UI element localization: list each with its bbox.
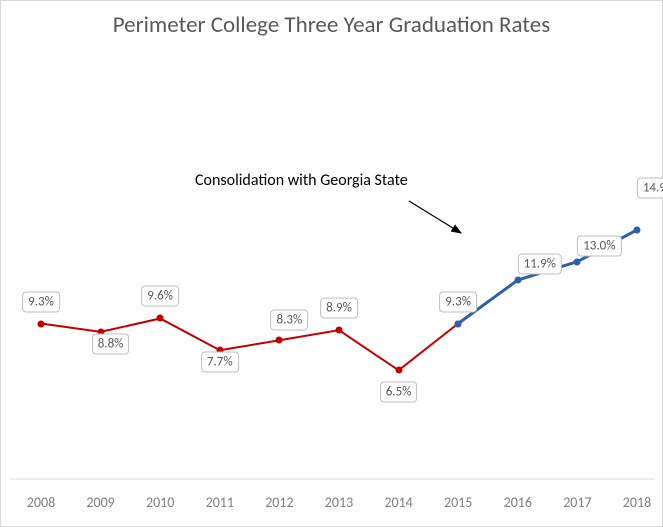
data-label: 7.7% — [201, 352, 239, 373]
x-axis-label: 2008 — [27, 494, 55, 511]
x-axis-label: 2009 — [86, 494, 114, 511]
data-marker — [634, 226, 641, 233]
chart-svg — [1, 1, 663, 527]
x-axis-label: 2017 — [563, 494, 591, 511]
data-label: 9.3% — [439, 291, 477, 312]
data-label: 8.9% — [320, 298, 358, 319]
data-label: 8.8% — [92, 333, 130, 354]
chart-title: Perimeter College Three Year Graduation … — [1, 11, 662, 39]
x-axis-label: 2016 — [504, 494, 532, 511]
annotation-arrow — [409, 201, 461, 233]
data-marker — [276, 337, 283, 344]
data-label: 8.3% — [271, 310, 309, 331]
data-marker — [395, 367, 402, 374]
data-label: 11.9% — [518, 254, 562, 275]
x-axis-label: 2012 — [265, 494, 293, 511]
chart-container: Perimeter College Three Year Graduation … — [0, 0, 663, 527]
data-marker — [514, 277, 521, 284]
chart-annotation: Consolidation with Georgia State — [195, 171, 408, 190]
x-axis-label: 2013 — [325, 494, 353, 511]
x-axis-label: 2018 — [623, 494, 651, 511]
data-marker — [455, 320, 462, 327]
data-label: 9.6% — [141, 286, 179, 307]
data-marker — [157, 315, 164, 322]
data-marker — [336, 327, 343, 334]
x-axis-label: 2014 — [384, 494, 412, 511]
data-label: 13.0% — [577, 235, 621, 256]
x-axis-label: 2011 — [206, 494, 234, 511]
data-label: 6.5% — [380, 382, 418, 403]
x-axis-label: 2015 — [444, 494, 472, 511]
data-marker — [38, 320, 45, 327]
data-marker — [574, 258, 581, 265]
data-label: 14.9% — [637, 177, 663, 198]
x-axis-label: 2010 — [146, 494, 174, 511]
data-label: 9.3% — [22, 291, 60, 312]
